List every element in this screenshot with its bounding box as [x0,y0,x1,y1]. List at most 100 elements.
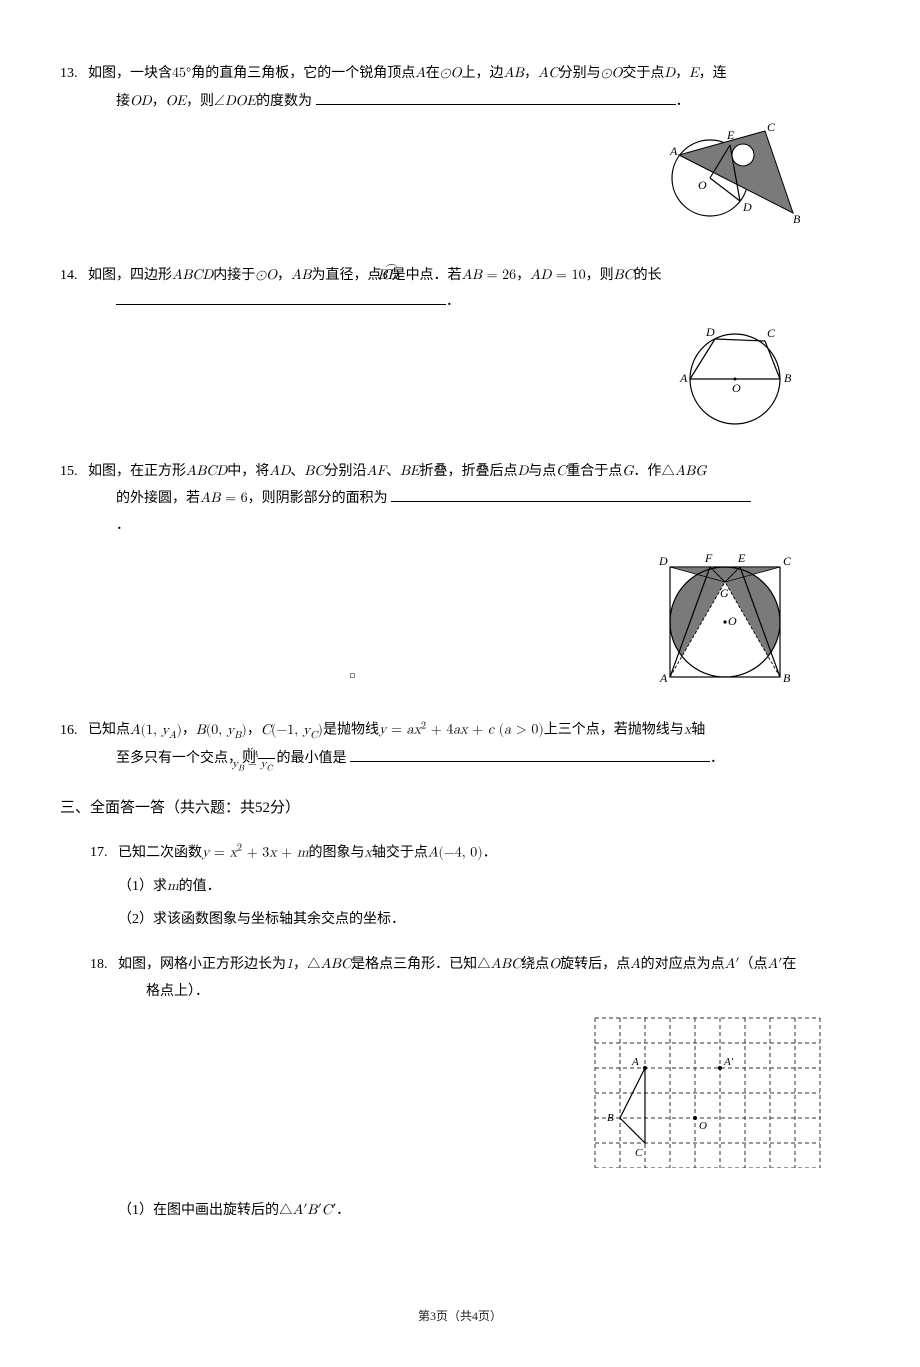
q15-num: 15. [60,459,88,486]
pt-E: E [689,66,699,80]
t: 求该函数图象与坐标轴其余交点的坐标． [153,912,405,927]
t: ． [446,294,460,309]
t: 已知点 [88,723,130,738]
t: ． [676,94,690,109]
problem-18-block: 18.如图，网格小正方形边长为1，△ABC是格点三角形．已知△ABC绕点O旋转后… [60,951,860,1224]
pt-D: D [664,66,675,80]
q16-num: 16. [60,718,88,745]
circle-O: ⊙O [601,66,623,80]
lbl-O: O [728,614,737,628]
lbl-C: C [783,554,792,568]
pt-A: A [630,957,641,971]
t: 的度数为 [256,94,312,109]
problem-18-text: 18.如图，网格小正方形边长为1，△ABC是格点三角形．已知△ABC绕点O旋转后… [90,951,860,1005]
inner-circle [732,144,754,166]
q13-num: 13. [60,61,88,88]
q14-figure: A B C D O [60,324,800,440]
t: ， [293,957,307,972]
q14-svg: A B C D O [670,324,800,429]
problem-13-text: 13.如图，一块含45°角的直角三角板，它的一个锐角顶点A在⊙O上，边AB，AC… [60,60,860,115]
seg-AB: AB [504,66,524,80]
problem-13: 13.如图，一块含45°角的直角三角板，它的一个锐角顶点A在⊙O上，边AB，AC… [60,60,860,244]
t: 如图，一块含 [88,66,172,81]
t: 与点 [528,464,556,479]
t: 交于点 [622,66,664,81]
lbl-O: O [699,1120,707,1132]
problem-14: 14.如图，四边形ABCD内接于⊙O，AB为直径，点C是BD中点．若AB = 2… [60,262,860,440]
tri-ABG: △ABG [661,464,706,478]
t: 的值． [179,879,221,894]
answer-blank[interactable] [391,487,751,502]
t: 的对应点为点 [641,957,725,972]
tri-ABC: △ABC [307,957,351,971]
q15-svg: A B C D E F G O [650,547,800,687]
q14-num: 14. [60,263,88,290]
pt-O: O [549,957,560,971]
t: ， [277,268,291,283]
eq2: AD = 10 [530,268,585,282]
t: 接 [116,94,130,109]
lbl-D: D [658,554,668,568]
t: 如图，网格小正方形边长为 [118,957,286,972]
answer-blank[interactable] [316,89,676,104]
section-3-title: 三、全面答一答（共六题：共52分） [60,794,860,823]
parabola-eqn: y = ax2 + 4ax + c (a > 0) [379,723,544,737]
circle-O: ⊙O [255,268,277,282]
t: 45° [172,66,191,80]
lbl-A: A [631,1056,639,1068]
t: 分别与 [559,66,601,81]
lbl-F: F [704,551,713,565]
lbl-B: B [783,671,791,685]
t: 轴交于点 [372,845,428,860]
lbl-B: B [784,371,792,385]
t: 的外接圆，若 [116,491,200,506]
lbl-C: C [635,1147,643,1159]
seg-AD: AD [269,464,290,478]
t: ． [336,1203,350,1218]
t: 重合于点 [566,464,622,479]
lbl-D: D [705,325,715,339]
t: 格点上）． [146,984,209,999]
t: 已知二次函数 [118,845,202,860]
t: 绕点 [521,957,549,972]
answer-blank[interactable] [350,746,710,761]
dot-O [693,1116,697,1120]
pt-G: G [622,464,633,478]
seg-AB: AB [291,268,311,282]
pt-Ap2: A′ [767,957,782,971]
lbl-A: A [669,144,678,158]
seg-OE: OE [166,94,186,108]
q17-num: 17. [90,840,118,867]
lbl-Ap: A′ [723,1056,734,1068]
q17-sub1: （1）求m的值． [90,873,860,901]
seg-BC: BC [304,464,324,478]
t: 上三个点，若抛物线与 [544,723,684,738]
problem-15: 15.如图，在正方形ABCD中，将AD、BC分别沿AF、BE折叠，折叠后点D与点… [60,458,860,698]
lbl-G: G [720,586,729,600]
problem-16: 16.已知点A(1, yA)，B(0, yB)，C(−1, yC)是抛物线y =… [60,716,860,772]
t: ． [116,518,130,533]
seg-AF: AF [366,464,386,478]
page-footer: 第3页（共4页） [60,1305,860,1328]
pt-A: A [415,66,426,80]
x: x [365,845,372,859]
q18-num: 18. [90,952,118,979]
t: ，则 [586,268,614,283]
q18-figure: A A′ B C O [90,1013,840,1179]
problem-18: 18.如图，网格小正方形边长为1，△ABC是格点三角形．已知△ABC绕点O旋转后… [90,951,860,1224]
t: 求 [153,879,167,894]
problem-14-text: 14.如图，四边形ABCD内接于⊙O，AB为直径，点C是BD中点．若AB = 2… [60,262,860,316]
problem-16-text: 16.已知点A(1, yA)，B(0, yB)，C(−1, yC)是抛物线y =… [60,716,860,772]
t: 中点．若 [406,268,462,283]
problem-17-text: 17.已知二次函数y = x2 + 3x + m的图象与x轴交于点A(−4, 0… [90,839,860,867]
q13-svg: A B C D E O [655,123,800,233]
answer-blank[interactable] [116,290,446,305]
t: 如图，四边形 [88,268,172,283]
tri-ApBpCp: △A′B′C′ [279,1203,336,1217]
t: ． [483,845,497,860]
t: ， [182,723,196,738]
t: 上，边 [462,66,504,81]
dot-Ap [718,1066,722,1070]
problem-17: 17.已知二次函数y = x2 + 3x + m的图象与x轴交于点A(−4, 0… [90,839,860,933]
pt-A: A(1, yA) [130,723,182,737]
